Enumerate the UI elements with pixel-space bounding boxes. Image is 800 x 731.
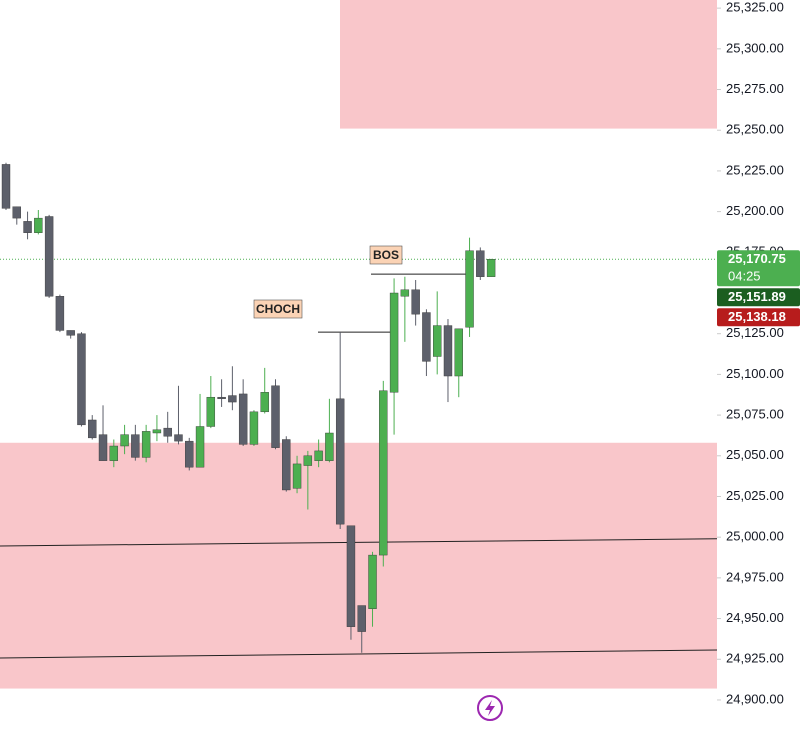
candle-body [368, 554, 377, 609]
y-tick-label: 25,050.00 [726, 447, 784, 462]
level-tag-box [369, 245, 403, 265]
candle-body [141, 431, 151, 458]
candle-body [400, 289, 410, 297]
y-tick-label: 24,900.00 [726, 691, 784, 706]
candle-body [217, 396, 226, 400]
candle-body [120, 434, 129, 447]
candle-body [465, 250, 474, 328]
y-tick-label: 25,125.00 [726, 325, 784, 340]
candle-body [303, 455, 313, 466]
y-tick-label: 25,200.00 [726, 203, 784, 218]
candle-body [325, 432, 334, 461]
candle-body [271, 385, 280, 448]
price-badge-label: 25,138.18 [728, 309, 786, 324]
y-tick-label: 25,275.00 [726, 81, 784, 96]
candle-body [476, 250, 485, 277]
y-tick-label: 25,025.00 [726, 488, 784, 503]
candle-body [88, 419, 97, 439]
y-tick-label: 24,925.00 [726, 651, 784, 666]
candle-body [131, 434, 140, 458]
y-tick-label: 25,225.00 [726, 162, 784, 177]
candle-body [433, 325, 442, 357]
candle-body [55, 296, 65, 331]
candle-body [174, 434, 183, 442]
candle-body [66, 330, 75, 336]
candle-body [1, 164, 11, 209]
candle-body [379, 390, 388, 556]
candle-body [454, 328, 463, 377]
candle-body [335, 398, 345, 525]
candle-body [292, 463, 302, 489]
candle-body [422, 312, 431, 362]
candle-body [346, 525, 356, 627]
candle-body [282, 439, 291, 491]
level-tag: CHOCH [256, 302, 300, 316]
candle-body [206, 396, 216, 427]
level-tag-box [253, 299, 303, 319]
price-badge-label: 25,151.89 [728, 289, 786, 304]
candle-body [44, 216, 54, 297]
price-badge [717, 288, 800, 307]
candle-body [12, 206, 21, 219]
y-tick-label: 25,075.00 [726, 407, 784, 422]
candle-body [411, 289, 420, 315]
y-tick-label: 25,000.00 [726, 529, 784, 544]
trend-line [0, 538, 718, 547]
y-tick-label: 25,250.00 [726, 122, 784, 137]
price-badge [717, 308, 800, 327]
candle-body [185, 440, 194, 468]
candle-body [228, 395, 237, 403]
level-tag: BOS [373, 248, 399, 262]
candle-body [443, 325, 453, 377]
candle-body [260, 392, 269, 413]
price-badge [717, 250, 800, 287]
candle-body [249, 411, 259, 445]
y-tick-label: 25,300.00 [726, 40, 784, 55]
candle-body [163, 427, 172, 437]
candle-body [152, 429, 162, 434]
trend-line [0, 649, 718, 659]
candle-body [77, 333, 86, 426]
candle-body [109, 445, 119, 461]
candle-body [98, 434, 108, 461]
y-tick-label: 24,950.00 [726, 610, 784, 625]
supply-demand-zone [340, 0, 717, 129]
supply-demand-zone [0, 442, 717, 689]
candle-body [357, 605, 366, 632]
candle-body [34, 217, 43, 233]
alert-icon[interactable] [477, 695, 503, 721]
candle-body [23, 221, 32, 233]
candle-body [486, 259, 496, 277]
price-badge-timer: 04:25 [728, 269, 761, 284]
y-tick-label: 25,325.00 [726, 0, 784, 15]
candle-body [314, 450, 323, 461]
candle-body [238, 393, 248, 445]
candle-body [195, 426, 205, 468]
y-tick-label: 25,100.00 [726, 366, 784, 381]
y-tick-label: 24,975.00 [726, 569, 784, 584]
candle-body [389, 292, 399, 393]
price-badge-label: 25,170.75 [728, 251, 786, 266]
